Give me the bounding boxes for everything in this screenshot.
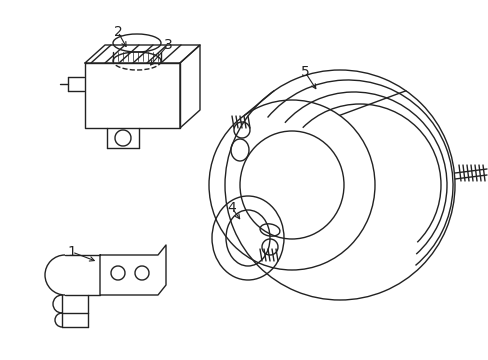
Text: 4: 4 — [227, 201, 236, 215]
Text: 3: 3 — [163, 38, 172, 52]
Text: 5: 5 — [300, 65, 309, 79]
Text: 1: 1 — [67, 245, 76, 259]
Text: 2: 2 — [113, 25, 122, 39]
